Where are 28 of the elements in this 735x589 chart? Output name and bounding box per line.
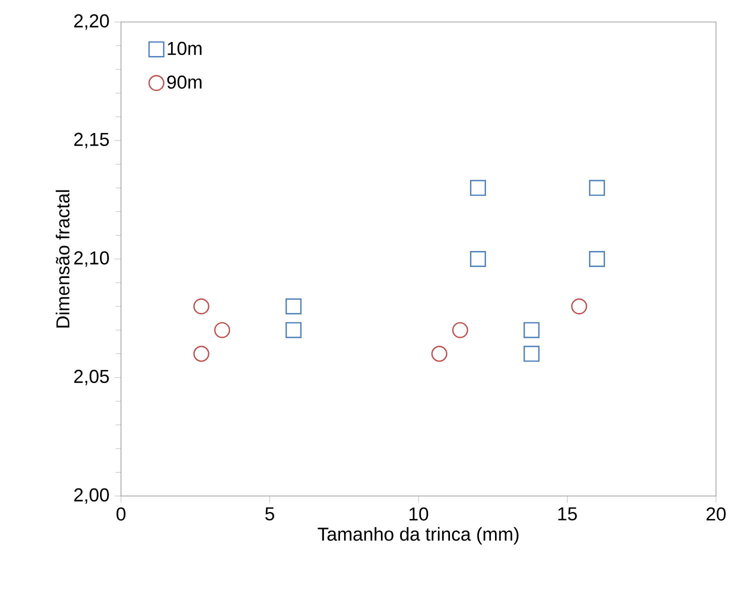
point <box>286 298 302 314</box>
y-tick-label: 2,15 <box>74 132 109 148</box>
point <box>431 346 448 362</box>
x-axis-title: Tamanho da trinca (mm) <box>318 527 518 544</box>
point <box>589 250 606 267</box>
point <box>286 322 302 338</box>
point <box>524 322 540 338</box>
x-tick-label: 15 <box>558 507 577 520</box>
point <box>193 298 210 314</box>
x-tick-label: 0 <box>116 507 126 521</box>
x-tick-label: 20 <box>706 507 726 521</box>
y-tick-label: 2,20 <box>74 14 109 30</box>
point <box>193 346 210 362</box>
y-axis-title: Dimensão fractal <box>56 190 70 328</box>
y-tick-label: 2,10 <box>74 251 109 267</box>
legend-label: 10m <box>168 42 202 56</box>
x-tick-label: 10 <box>410 507 428 521</box>
point <box>470 180 486 196</box>
y-tick-label: 2,00 <box>74 488 109 504</box>
point <box>589 180 606 196</box>
point <box>524 346 540 362</box>
point <box>214 322 230 338</box>
x-tick-label: 5 <box>265 507 274 520</box>
point <box>571 298 588 314</box>
legend-label: 90m <box>167 76 202 89</box>
y-tick-label: 2,05 <box>74 370 109 386</box>
point <box>470 250 486 267</box>
point <box>452 322 468 338</box>
